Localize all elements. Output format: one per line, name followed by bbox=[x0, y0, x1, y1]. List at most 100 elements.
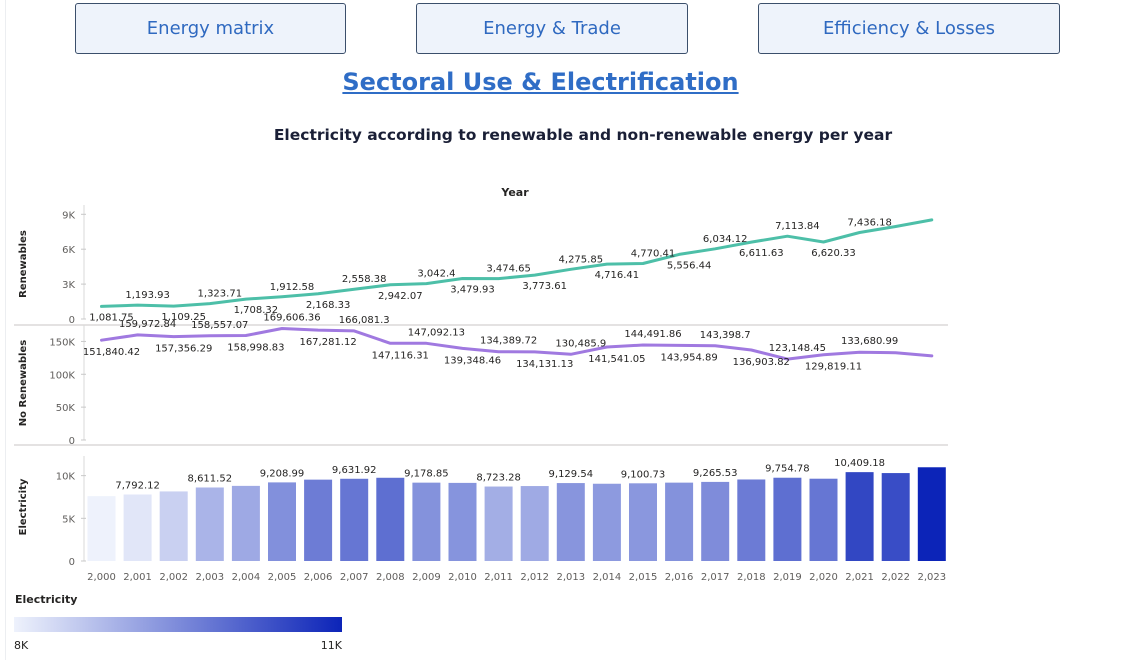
electricity-bar bbox=[665, 482, 694, 561]
data-label: 144,491.86 bbox=[624, 329, 681, 340]
data-label: 130,485.9 bbox=[555, 338, 606, 349]
bar-data-label: 9,100.73 bbox=[621, 469, 666, 480]
bar-data-label: 9,754.78 bbox=[765, 464, 810, 475]
x-tick-label: 2,021 bbox=[845, 572, 874, 583]
x-tick-label: 2,011 bbox=[484, 572, 513, 583]
data-label: 1,193.93 bbox=[125, 290, 170, 301]
x-tick-label: 2,019 bbox=[773, 572, 802, 583]
electricity-bar bbox=[845, 472, 874, 561]
series-line-1 bbox=[100, 327, 934, 361]
efficiency-losses-button[interactable]: Efficiency & Losses bbox=[758, 3, 1060, 54]
electricity-bar bbox=[917, 467, 946, 561]
y-axis-title: Renewables bbox=[18, 230, 29, 298]
y-axis-title: No Renewables bbox=[18, 340, 29, 426]
electricity-bar bbox=[809, 478, 838, 561]
color-legend-min: 8K bbox=[14, 639, 29, 652]
x-tick-label: 2,008 bbox=[376, 572, 405, 583]
electricity-bar bbox=[268, 482, 296, 561]
data-point bbox=[823, 354, 824, 356]
data-label: 6,034.12 bbox=[703, 234, 748, 245]
electricity-bar bbox=[701, 481, 730, 561]
data-point bbox=[281, 328, 283, 330]
x-tick-label: 2,013 bbox=[556, 572, 585, 583]
data-point bbox=[498, 351, 500, 353]
electricity-bar bbox=[484, 486, 513, 561]
bar-data-label: 9,208.99 bbox=[260, 468, 305, 479]
data-point bbox=[353, 288, 355, 290]
data-label: 133,680.99 bbox=[841, 336, 898, 347]
data-point bbox=[137, 304, 139, 306]
data-label: 169,606.36 bbox=[263, 313, 320, 324]
y-tick-label: 9K bbox=[62, 210, 75, 221]
data-point bbox=[534, 351, 536, 353]
data-point bbox=[173, 336, 175, 338]
electricity-bar bbox=[520, 486, 549, 561]
data-label: 5,556.44 bbox=[667, 260, 712, 271]
data-label: 147,116.31 bbox=[372, 350, 429, 361]
data-point bbox=[606, 263, 608, 265]
data-label: 123,148.45 bbox=[769, 343, 826, 354]
data-point bbox=[317, 293, 319, 295]
electricity-bar bbox=[737, 479, 766, 561]
electricity-bar bbox=[412, 482, 441, 561]
x-tick-label: 2,001 bbox=[123, 572, 152, 583]
electricity-bar bbox=[304, 479, 333, 561]
data-label: 1,081.75 bbox=[89, 312, 134, 323]
data-point bbox=[642, 263, 644, 265]
energy-trade-button[interactable]: Energy & Trade bbox=[416, 3, 688, 54]
x-tick-label: 2,018 bbox=[737, 572, 766, 583]
data-point bbox=[931, 355, 933, 357]
data-point bbox=[570, 268, 572, 270]
data-label: 134,389.72 bbox=[480, 336, 537, 347]
data-point bbox=[389, 342, 391, 344]
data-point bbox=[678, 344, 680, 346]
electricity-bar bbox=[448, 482, 477, 561]
bar-data-label: 9,178.85 bbox=[404, 469, 449, 480]
data-label: 6,620.33 bbox=[811, 248, 856, 259]
data-label: 4,770.41 bbox=[631, 249, 676, 260]
data-point bbox=[642, 344, 644, 346]
data-point bbox=[462, 347, 463, 349]
data-point bbox=[714, 248, 716, 250]
data-label: 3,474.65 bbox=[486, 264, 531, 275]
data-point bbox=[137, 334, 139, 336]
bar-data-label: 8,611.52 bbox=[188, 473, 233, 484]
data-label: 158,557.07 bbox=[191, 320, 248, 331]
data-label: 159,972.84 bbox=[119, 319, 176, 330]
page-title[interactable]: Sectoral Use & Electrification bbox=[342, 68, 739, 96]
data-point bbox=[209, 335, 211, 337]
data-label: 139,348.46 bbox=[444, 355, 501, 366]
data-label: 3,479.93 bbox=[450, 285, 495, 296]
data-label: 141,541.05 bbox=[588, 354, 645, 365]
data-point bbox=[895, 352, 897, 354]
bar-data-label: 9,129.54 bbox=[549, 469, 594, 480]
data-point bbox=[678, 253, 680, 255]
data-point bbox=[425, 283, 427, 285]
y-axis-title: Electricity bbox=[18, 478, 29, 535]
bar-data-label: 9,265.53 bbox=[693, 468, 738, 479]
data-label: 4,275.85 bbox=[559, 254, 604, 265]
electricity-bar bbox=[629, 483, 657, 561]
data-point bbox=[606, 346, 608, 348]
data-point bbox=[750, 349, 752, 351]
electricity-bar bbox=[592, 483, 621, 561]
x-tick-label: 2,004 bbox=[232, 572, 261, 583]
data-point bbox=[245, 298, 247, 300]
y-tick-label: 0 bbox=[69, 557, 75, 568]
x-tick-label: 2,007 bbox=[340, 572, 369, 583]
x-tick-label: 2,017 bbox=[701, 572, 730, 583]
x-tick-label: 2,003 bbox=[195, 572, 224, 583]
x-tick-label: 2,009 bbox=[412, 572, 441, 583]
y-tick-label: 150K bbox=[49, 337, 75, 348]
data-point bbox=[209, 303, 211, 305]
color-legend-title: Electricity bbox=[15, 593, 78, 606]
x-tick-label: 2,002 bbox=[159, 572, 188, 583]
data-point bbox=[317, 329, 319, 331]
data-point bbox=[786, 235, 788, 237]
data-label: 3,042.4 bbox=[417, 269, 455, 280]
bar-data-label: 10,409.18 bbox=[834, 458, 885, 469]
electricity-bar bbox=[231, 485, 260, 561]
electricity-bar bbox=[123, 494, 152, 561]
energy-matrix-button[interactable]: Energy matrix bbox=[75, 3, 346, 54]
data-point bbox=[859, 231, 861, 233]
